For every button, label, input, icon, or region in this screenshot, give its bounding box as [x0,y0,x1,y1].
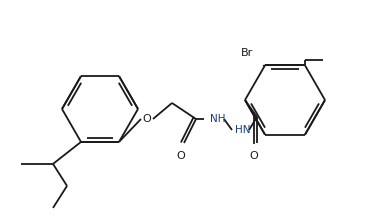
Text: Br: Br [241,48,253,58]
Text: NH: NH [210,114,225,124]
Text: O: O [177,151,185,161]
Text: O: O [143,114,152,124]
Text: O: O [250,151,258,161]
Text: HN: HN [235,125,250,135]
